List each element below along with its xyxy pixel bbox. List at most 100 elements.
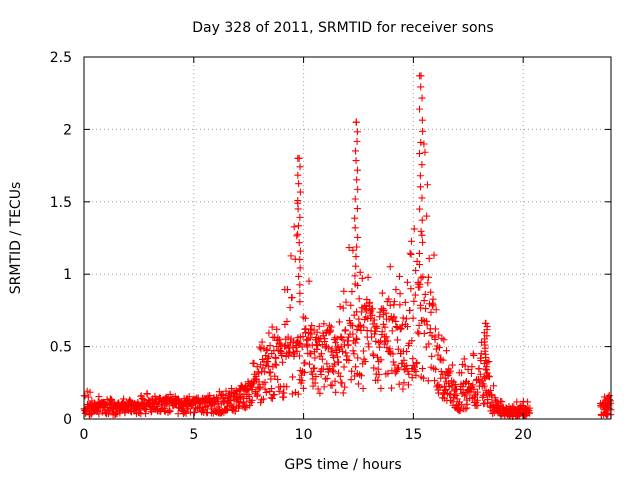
data-point bbox=[382, 333, 390, 341]
data-point bbox=[420, 140, 428, 148]
data-point bbox=[332, 339, 340, 347]
data-point bbox=[431, 335, 439, 343]
data-point bbox=[294, 222, 302, 230]
data-point bbox=[307, 350, 315, 358]
data-point bbox=[264, 354, 272, 362]
data-point bbox=[349, 330, 357, 338]
data-point bbox=[347, 376, 355, 384]
data-point bbox=[397, 325, 405, 333]
data-point bbox=[283, 317, 291, 325]
data-point bbox=[415, 261, 423, 269]
data-point bbox=[351, 224, 359, 232]
data-point bbox=[374, 376, 382, 384]
data-point bbox=[361, 305, 369, 313]
data-point bbox=[294, 230, 302, 238]
data-point bbox=[384, 369, 392, 377]
data-point bbox=[261, 378, 269, 386]
data-point bbox=[379, 305, 387, 313]
data-point bbox=[465, 387, 473, 395]
data-point bbox=[412, 360, 420, 368]
data-point bbox=[395, 364, 403, 372]
x-tick-label: 15 bbox=[404, 427, 422, 443]
data-point bbox=[301, 359, 309, 367]
data-point bbox=[375, 371, 383, 379]
data-point bbox=[326, 326, 334, 334]
data-point bbox=[86, 388, 94, 396]
data-point bbox=[403, 323, 411, 331]
data-point bbox=[434, 351, 442, 359]
data-point bbox=[364, 340, 372, 348]
data-point bbox=[354, 185, 362, 193]
data-point bbox=[332, 349, 340, 357]
data-point bbox=[399, 385, 407, 393]
data-point bbox=[390, 313, 398, 321]
data-point bbox=[401, 298, 409, 306]
data-point bbox=[469, 381, 477, 389]
data-point bbox=[315, 322, 323, 330]
data-point bbox=[320, 383, 328, 391]
data-point bbox=[311, 354, 319, 362]
data-point bbox=[245, 392, 253, 400]
data-point bbox=[312, 373, 320, 381]
data-point bbox=[287, 252, 295, 260]
data-point bbox=[359, 347, 367, 355]
data-point bbox=[459, 383, 467, 391]
data-point bbox=[462, 379, 470, 387]
data-point bbox=[448, 361, 456, 369]
data-point bbox=[482, 319, 490, 327]
data-point bbox=[368, 311, 376, 319]
data-point bbox=[299, 333, 307, 341]
data-point bbox=[480, 382, 488, 390]
data-point bbox=[268, 323, 276, 331]
data-point bbox=[352, 147, 360, 155]
y-tick-labels: 0 0.5 1 1.5 2 2.5 bbox=[50, 50, 72, 428]
data-point bbox=[340, 287, 348, 295]
data-point bbox=[392, 323, 400, 331]
data-point bbox=[484, 396, 492, 404]
data-point bbox=[421, 290, 429, 298]
data-point bbox=[476, 370, 484, 378]
data-point bbox=[353, 137, 361, 145]
data-point bbox=[288, 390, 296, 398]
data-point bbox=[416, 172, 424, 180]
data-point bbox=[263, 345, 271, 353]
data-point bbox=[274, 375, 282, 383]
data-point bbox=[84, 393, 92, 401]
data-point bbox=[386, 301, 394, 309]
data-point bbox=[418, 216, 426, 224]
data-point bbox=[330, 368, 338, 376]
data-point bbox=[377, 337, 385, 345]
data-point bbox=[340, 363, 348, 371]
data-point bbox=[166, 390, 174, 398]
data-point bbox=[399, 314, 407, 322]
data-point bbox=[367, 314, 375, 322]
data-point bbox=[182, 409, 190, 417]
data-point bbox=[417, 72, 425, 80]
data-point bbox=[448, 381, 456, 389]
data-point bbox=[412, 267, 420, 275]
data-point bbox=[362, 306, 370, 314]
data-point bbox=[480, 360, 488, 368]
data-point bbox=[370, 352, 378, 360]
data-point bbox=[422, 305, 430, 313]
data-point bbox=[368, 333, 376, 341]
data-point bbox=[142, 410, 150, 418]
data-point bbox=[185, 393, 193, 401]
x-axis-label: GPS time / hours bbox=[284, 457, 401, 473]
data-point bbox=[294, 197, 302, 205]
data-point bbox=[284, 286, 292, 294]
data-point bbox=[352, 157, 360, 165]
data-point bbox=[253, 391, 261, 399]
data-point bbox=[390, 298, 398, 306]
data-point bbox=[381, 323, 389, 331]
data-point bbox=[313, 328, 321, 336]
data-point bbox=[267, 375, 275, 383]
data-point bbox=[393, 323, 401, 331]
chart-title: Day 328 of 2011, SRMTID for receiver son… bbox=[192, 20, 493, 36]
data-point bbox=[294, 390, 302, 398]
data-point bbox=[419, 238, 427, 246]
data-point bbox=[306, 334, 314, 342]
data-point bbox=[416, 283, 424, 291]
data-point bbox=[349, 246, 357, 254]
data-point bbox=[429, 301, 437, 309]
